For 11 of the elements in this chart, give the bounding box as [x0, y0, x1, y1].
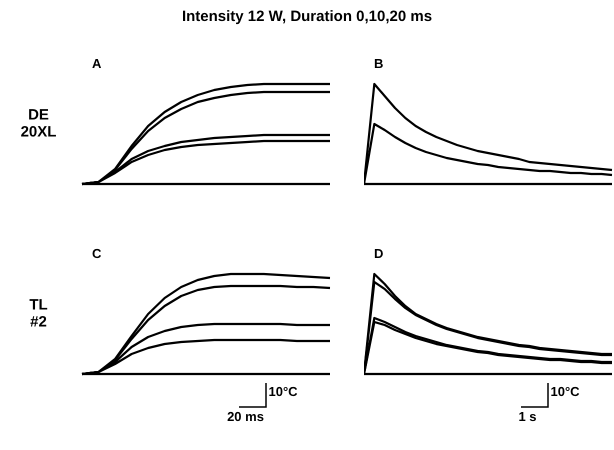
chart-title: Intensity 12 W, Duration 0,10,20 ms: [180, 8, 434, 25]
text: A: [92, 56, 102, 71]
text: D: [374, 246, 384, 261]
text: 20 ms: [226, 409, 265, 424]
text: 1 s: [517, 409, 538, 424]
text: 10°C: [550, 384, 580, 399]
text: 10°C: [268, 384, 298, 399]
y-axis-title: TL #2: [29, 296, 48, 330]
y-axis-title: DE 20XL: [20, 106, 56, 140]
text: C: [92, 246, 102, 261]
text: B: [374, 56, 384, 71]
